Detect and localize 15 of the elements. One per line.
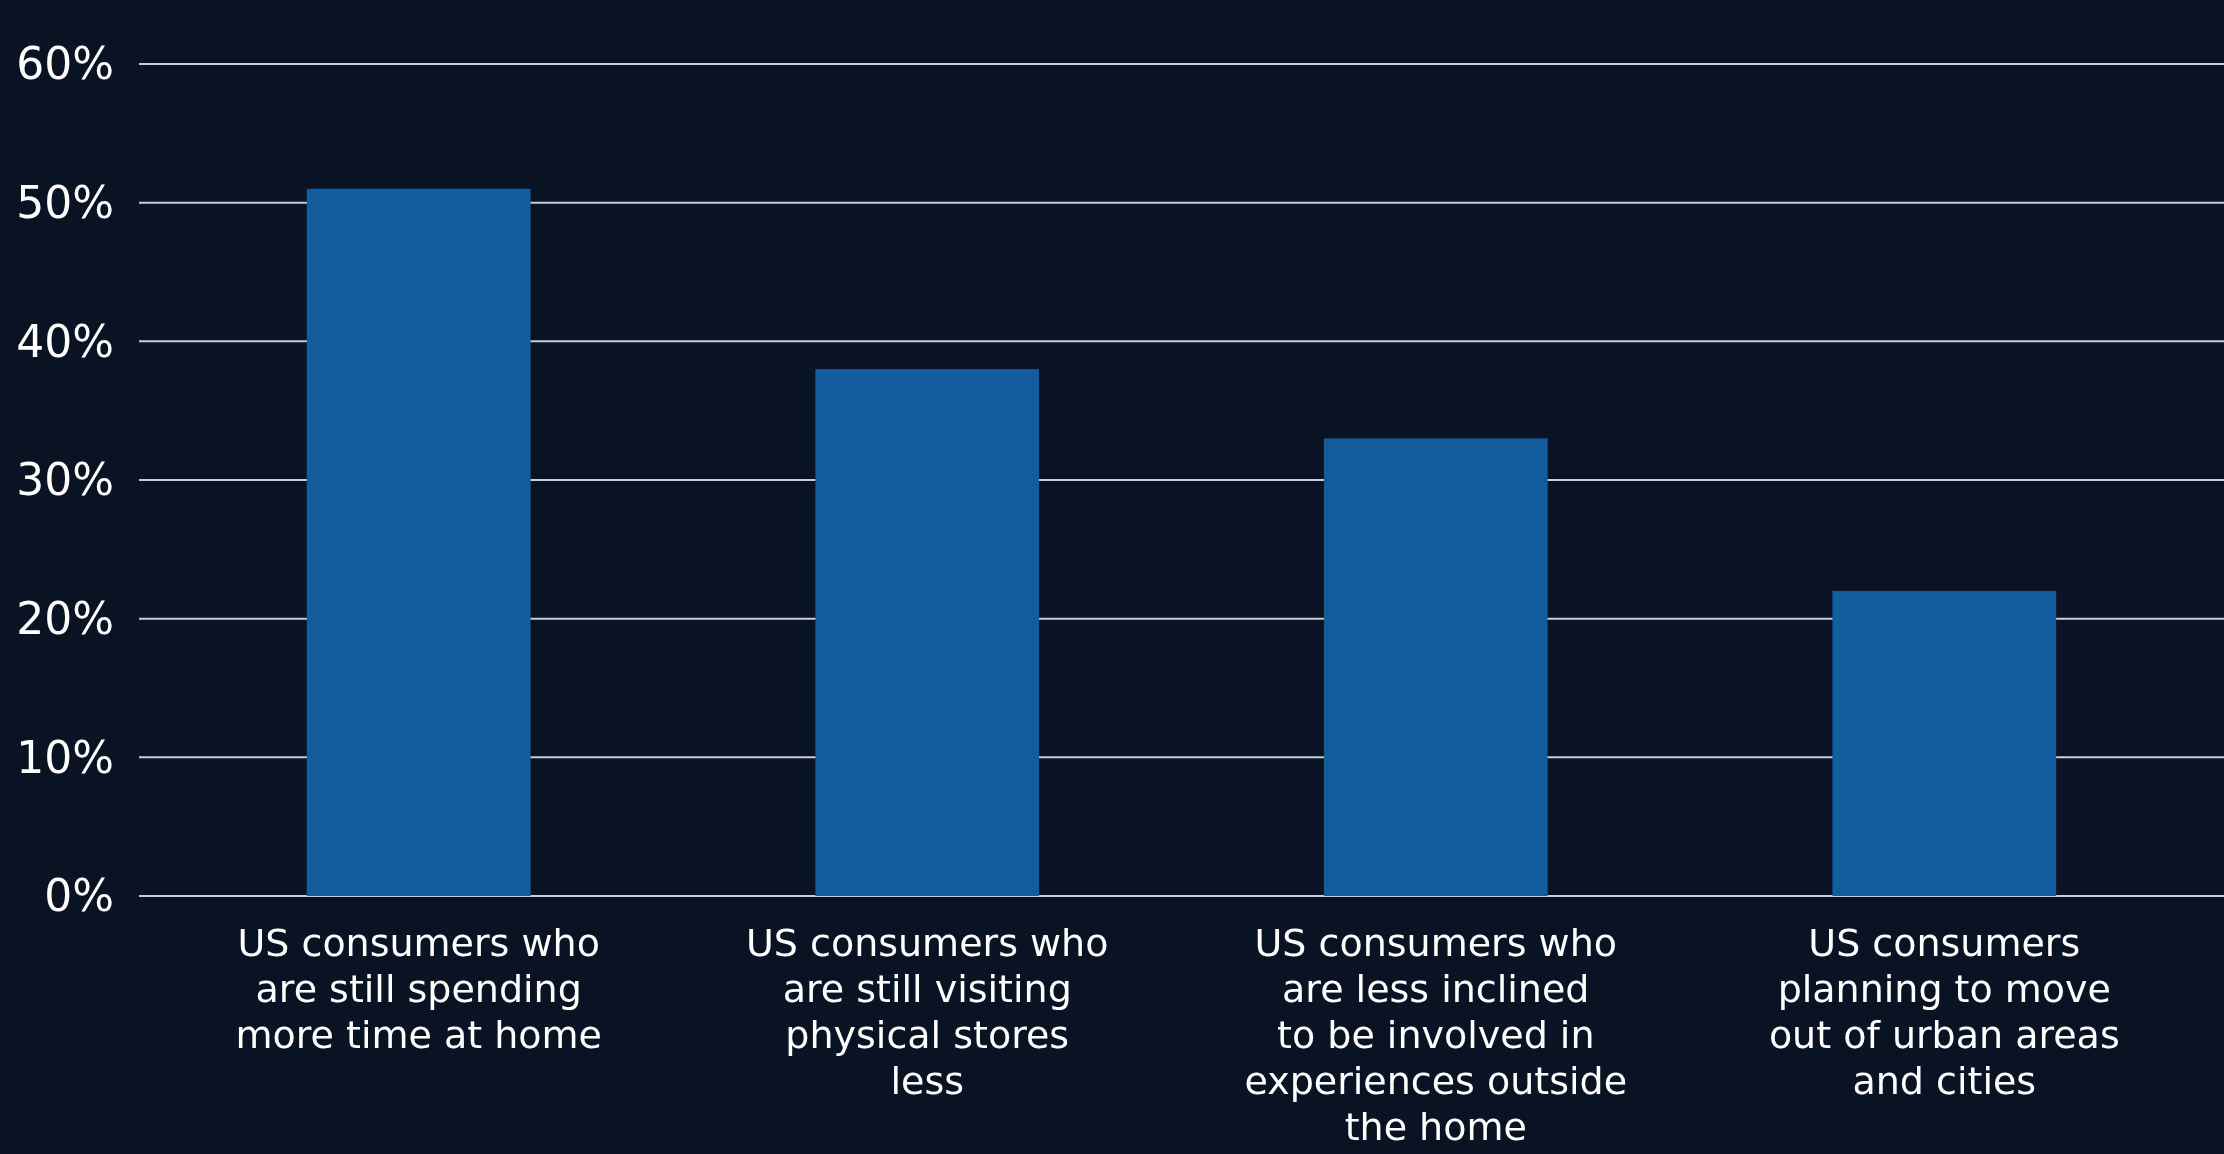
y-tick-label: 50% xyxy=(16,177,114,229)
y-tick-label: 20% xyxy=(16,593,114,645)
x-tick-label: US consumers planning to move out of urban areas and cities xyxy=(1768,921,2120,1103)
y-tick-label: 40% xyxy=(16,315,114,367)
x-tick-label: US consumers who are still spending more time at home xyxy=(235,921,602,1057)
y-tick-label: 60% xyxy=(16,38,114,90)
y-tick-label: 30% xyxy=(16,454,114,506)
bar xyxy=(1323,438,1548,896)
bar xyxy=(815,369,1040,896)
x-tick-label: US consumers who are less inclined to be involved in experiences outside the home xyxy=(1244,921,1628,1149)
x-tick-label: US consumers who are still visiting physical stores less xyxy=(746,921,1109,1103)
y-tick-label: 10% xyxy=(16,731,114,783)
bar xyxy=(1832,590,2057,896)
y-tick-label: 0% xyxy=(44,870,114,922)
bar xyxy=(306,188,531,896)
